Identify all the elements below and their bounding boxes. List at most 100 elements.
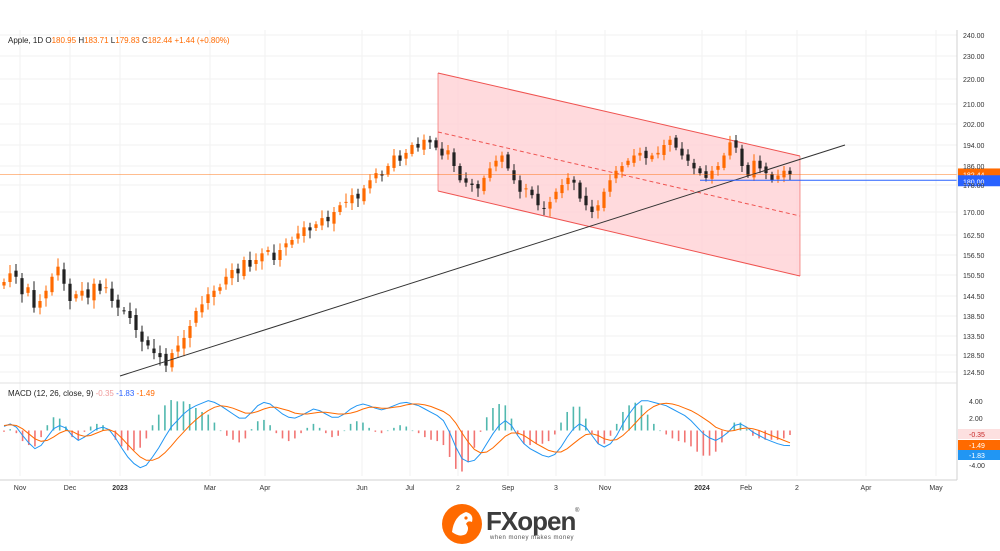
macd-tick-label: -4.00 xyxy=(969,463,985,470)
macd-histogram-bar xyxy=(504,405,507,431)
candle-body xyxy=(656,152,660,155)
macd-histogram-bar xyxy=(312,423,315,431)
macd-histogram-bar xyxy=(597,430,599,444)
macd-histogram-bar xyxy=(492,407,494,431)
macd-histogram-bar xyxy=(108,430,111,432)
time-tick-label: 3 xyxy=(554,485,558,492)
candle-body xyxy=(488,168,492,178)
macd-histogram-bar xyxy=(151,425,154,431)
macd-histogram-bar xyxy=(71,430,73,438)
candle-body xyxy=(92,283,96,301)
candle-body xyxy=(110,288,114,301)
price-tick-label: 138.50 xyxy=(963,314,985,321)
price-tick-label: 128.50 xyxy=(963,353,985,360)
candle-body xyxy=(20,278,24,295)
macd-histogram-bar xyxy=(696,430,698,452)
candle-body xyxy=(584,195,588,206)
candle-body xyxy=(512,170,516,181)
candle-body xyxy=(62,269,66,284)
candle-body xyxy=(344,201,348,203)
candle-body xyxy=(122,310,126,312)
candle-body xyxy=(680,148,684,156)
close-value: 182.44 xyxy=(147,36,173,45)
candle-body xyxy=(2,282,6,286)
macd-tick-label: 2.00 xyxy=(969,416,983,423)
price-tick-label: 170.00 xyxy=(963,210,985,217)
macd-histogram-bar xyxy=(566,411,568,431)
macd-histogram-bar xyxy=(238,430,240,443)
candle-body xyxy=(248,260,252,267)
candle-body xyxy=(44,290,48,299)
macd-histogram-bar xyxy=(77,430,80,440)
candle-body xyxy=(332,212,336,224)
annotation-lines: 182.44180.00 xyxy=(0,144,1000,377)
candle-body xyxy=(626,160,630,165)
candle-body xyxy=(734,140,738,148)
macd-histogram-bar xyxy=(547,430,550,442)
macd-histogram-bar xyxy=(287,430,290,442)
candle-body xyxy=(404,152,408,159)
candle-body xyxy=(188,326,192,338)
candle-body xyxy=(290,240,294,245)
macd-histogram-bar xyxy=(677,430,680,442)
macd-histogram-bar xyxy=(529,430,531,446)
macd-histogram-bar xyxy=(207,414,210,431)
candle-body xyxy=(422,139,426,150)
candle-body xyxy=(272,252,276,260)
time-tick-label: 2 xyxy=(456,485,460,492)
candle-body xyxy=(314,224,318,228)
macd-histogram-bar xyxy=(139,430,141,448)
fxopen-logo: FXopen ® when money makes money xyxy=(440,502,590,546)
macd-histogram-bar xyxy=(764,430,767,440)
macd-histogram-bar xyxy=(226,430,228,436)
candle-body xyxy=(320,218,324,226)
macd-histogram-bar xyxy=(653,423,655,431)
price-tick-label: 194.00 xyxy=(963,143,985,150)
macd-value-tag xyxy=(958,429,1000,439)
time-tick-label: 2 xyxy=(795,485,799,492)
macd-histogram-bar xyxy=(126,430,129,451)
candle-body xyxy=(170,353,174,368)
candle-body xyxy=(56,266,60,276)
candle-body xyxy=(140,331,144,342)
macd-histogram-bar xyxy=(467,430,469,463)
macd-line xyxy=(3,400,791,469)
macd-histogram-bar xyxy=(622,411,624,431)
macd-histogram-bar xyxy=(665,430,668,435)
macd-histogram-bar xyxy=(541,430,544,444)
price-tick-label: 162.50 xyxy=(963,233,985,240)
candle-body xyxy=(368,180,372,189)
candle-body xyxy=(494,160,498,167)
price-tick-label: 144.50 xyxy=(963,294,985,301)
candle-body xyxy=(212,290,216,297)
price-tick-label: 156.50 xyxy=(963,253,985,260)
macd-histogram-bar xyxy=(3,430,5,432)
candle-body xyxy=(242,260,246,277)
candle-body xyxy=(446,150,450,155)
macd-histogram-bar xyxy=(157,414,160,431)
candle-body xyxy=(692,162,696,169)
time-tick-label: May xyxy=(929,485,943,492)
macd-histogram-bar xyxy=(516,430,519,435)
price-tick-label: 220.00 xyxy=(963,77,985,84)
candle-body xyxy=(68,283,72,301)
macd-value-tag xyxy=(958,440,1000,450)
candle-body xyxy=(176,345,180,352)
macd-histogram-bar xyxy=(473,430,476,448)
macd-histogram-bar xyxy=(498,404,500,431)
time-tick-label: Apr xyxy=(861,485,873,492)
candle-body xyxy=(380,174,384,176)
candle-body xyxy=(302,227,306,236)
candle-body xyxy=(464,178,468,183)
price-tick-label: 178.00 xyxy=(963,183,985,190)
macd-histogram-bar xyxy=(325,430,327,434)
macd-histogram-bar xyxy=(615,423,618,431)
time-tick-label: Dec xyxy=(64,485,77,492)
candle-body xyxy=(572,179,576,183)
candle-body xyxy=(434,140,438,148)
candle-body xyxy=(26,287,30,293)
support-price-tag xyxy=(958,175,1000,187)
last-price-tag xyxy=(958,168,1000,180)
low-value: 179.83 xyxy=(115,36,140,45)
